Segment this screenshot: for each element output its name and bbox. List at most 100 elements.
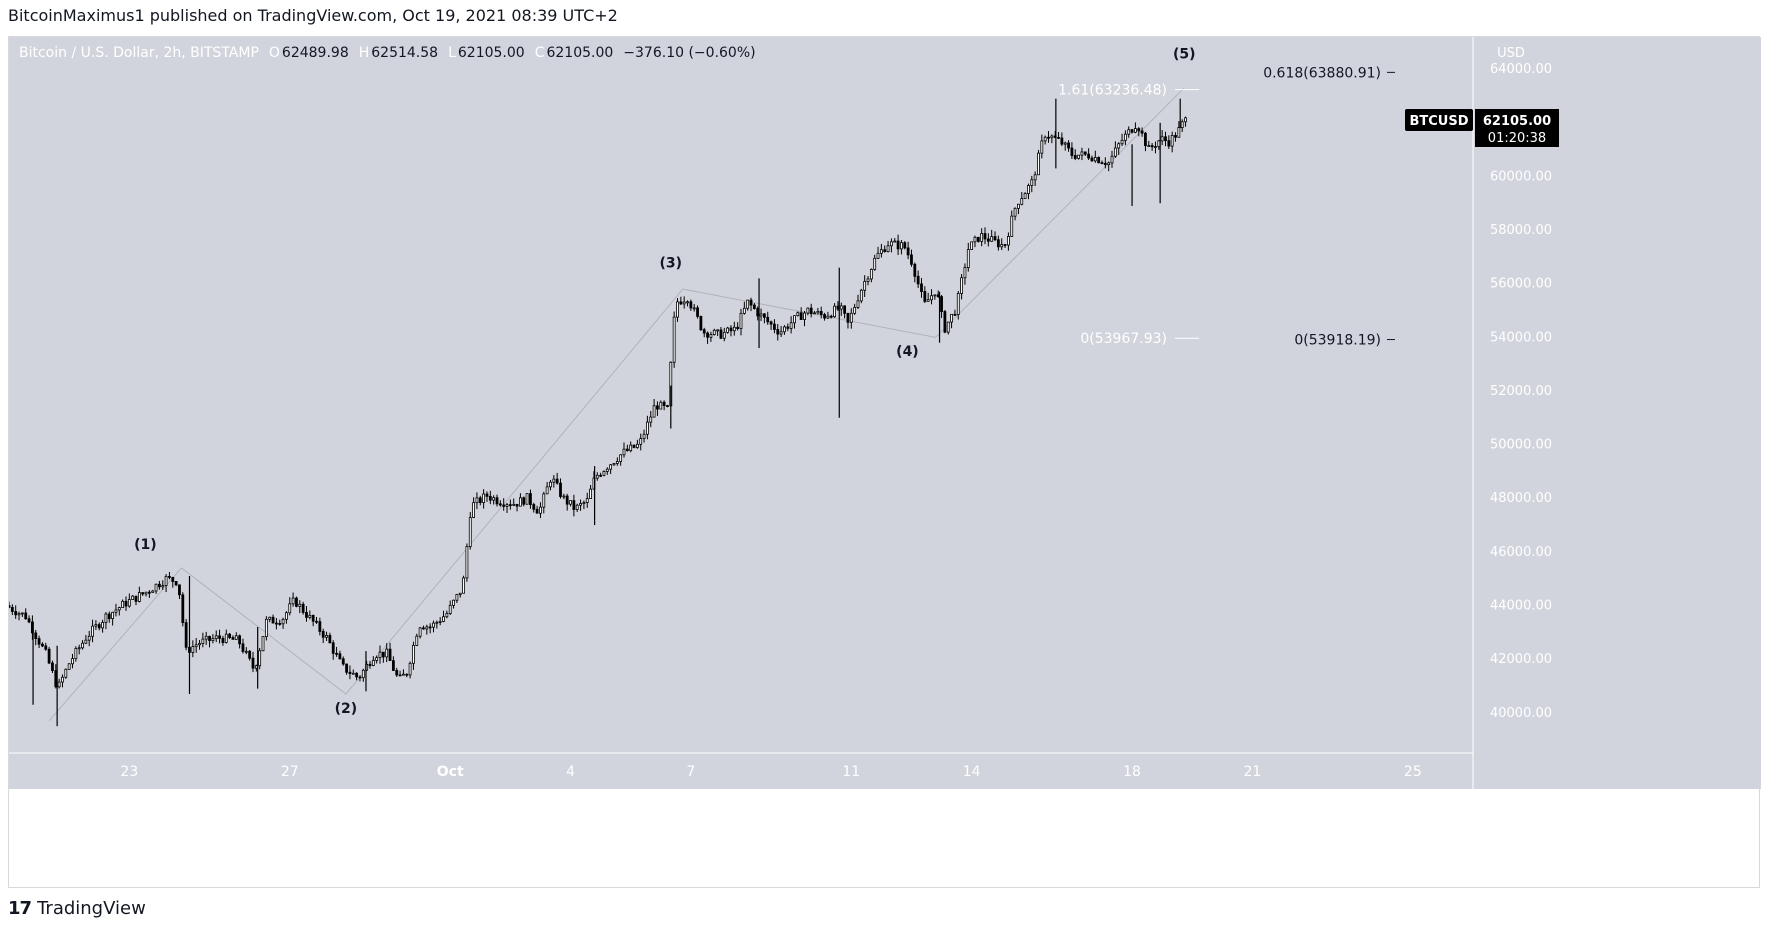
y-tick-label: 50000.00 [1490,438,1552,453]
candle-body [295,597,298,607]
candle-body [525,493,529,505]
candle-body [642,433,646,439]
candle-body [488,495,492,501]
wave-label: (5) [1173,46,1196,62]
candle-body [896,240,900,250]
candle-body [529,493,532,505]
candle-body [104,613,108,623]
candle-body [602,471,606,476]
candle-body [1177,127,1181,138]
candle-body [833,305,836,318]
candle-body [625,448,629,452]
candle-body [1167,140,1171,147]
candle-body [221,637,225,643]
candle-body [20,612,24,615]
candle-body [1027,185,1030,194]
candle-body [736,326,740,330]
candle-body [181,594,185,624]
candle-body [111,611,115,620]
x-tick-label: Oct [437,764,464,780]
candle-body [619,454,623,462]
candle-body [311,615,315,622]
candle-body [719,329,723,339]
candle-body [829,315,833,318]
candle-body [248,650,252,659]
candle-body [254,665,258,669]
candle-body [1013,207,1017,217]
candle-body [910,254,913,265]
candle-body [518,497,522,507]
fib-level-label: 0.618(63880.91) [1263,65,1381,81]
publisher-header: BitcoinMaximus1 published on TradingView… [8,6,618,25]
chart-panel[interactable]: Bitcoin / U.S. Dollar, 2h, BITSTAMP O 6248… [8,36,1761,889]
candle-body [920,283,923,292]
candle-body [993,236,997,241]
candle-body [549,481,552,488]
candle-body [445,613,449,618]
candle-body [114,609,118,613]
candle-body [752,304,756,309]
candle-body [298,603,302,607]
candle-body [933,294,937,297]
candle-body [903,242,907,249]
bar-countdown: 01:20:38 [1488,131,1546,146]
candle-body [1103,162,1107,166]
candle-body [1147,145,1151,147]
candle-body [44,645,48,650]
candle-body [418,627,422,637]
candle-body [328,635,332,644]
candle-body [622,448,626,456]
candle-body [916,275,920,285]
last-price-value: 62105.00 [1483,114,1551,129]
candle-body [27,618,31,623]
candle-body [762,313,766,318]
candle-body [1157,140,1161,147]
low-value: 62105.00 [458,45,525,61]
candle-body [351,672,355,675]
candle-body [1050,135,1054,139]
candle-body [722,331,726,339]
candle-body [291,597,295,605]
symbol-tag: BTCUSD [1409,114,1468,129]
candle-body [766,316,770,323]
candle-body [980,233,984,242]
candle-body [632,444,636,448]
candle-body [201,638,205,644]
candle-body [913,263,917,277]
candle-body [84,639,88,644]
x-tick-label: 23 [120,764,138,780]
candle-body [228,633,232,638]
candle-body [57,681,61,688]
candle-body [127,599,131,607]
close-value: 62105.00 [546,45,613,61]
candlestick-chart[interactable]: Bitcoin / U.S. Dollar, 2h, BITSTAMP O 6248… [9,37,1761,889]
candle-body [315,620,318,623]
candle-body [1164,136,1167,142]
candle-body [271,616,275,624]
candle-body [141,592,145,595]
low-label: L [448,45,456,61]
candle-body [900,242,903,250]
candle-body [1130,129,1134,133]
candle-body [612,463,616,466]
candle-body [1073,155,1077,159]
candle-body [432,622,435,628]
candle-body [1003,244,1007,246]
candle-body [335,652,338,655]
candle-body [726,327,730,333]
candle-body [51,662,54,671]
candle-body [1030,179,1034,186]
candle-body [796,312,800,317]
y-tick-label: 42000.00 [1490,652,1552,667]
candle-body [659,401,663,410]
candle-body [9,605,11,608]
candle-body [1093,157,1097,162]
candle-body [81,642,84,649]
candle-body [67,663,71,670]
candle-body [709,334,713,338]
wave-label: (4) [896,344,919,360]
candle-body [1087,153,1091,159]
candle-body [953,313,957,316]
candle-body [839,305,843,310]
candle-body [308,615,312,618]
